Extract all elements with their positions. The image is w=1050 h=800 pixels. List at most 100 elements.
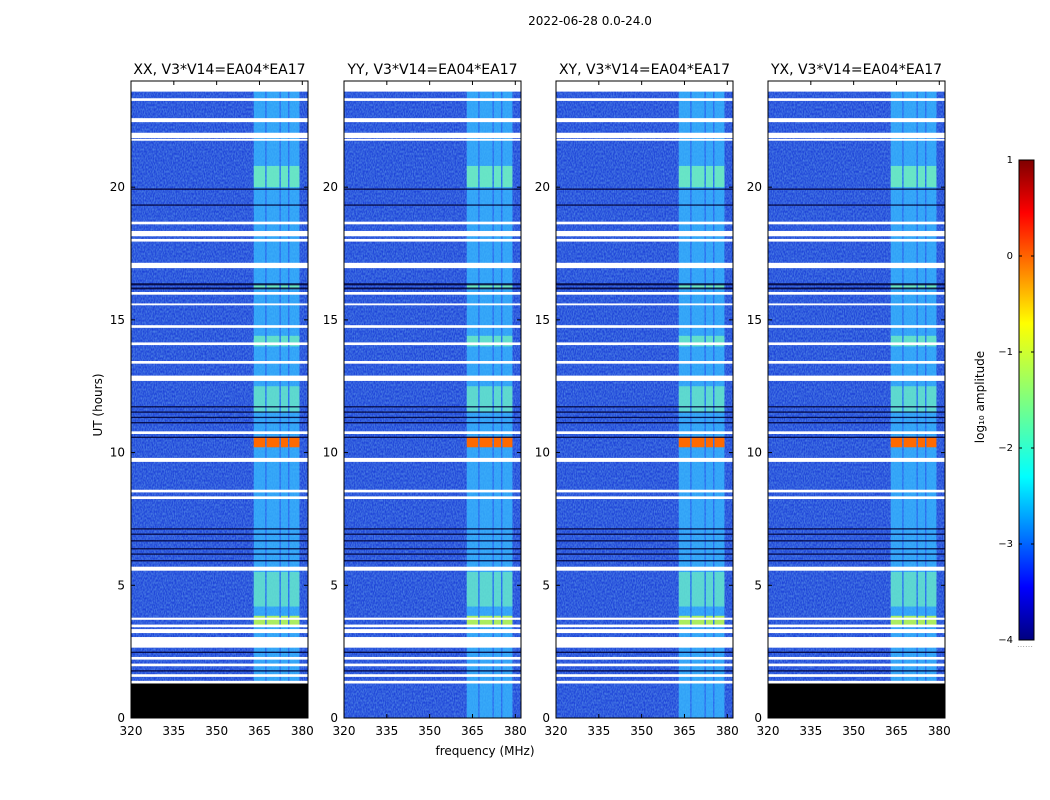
dark-row bbox=[768, 188, 945, 190]
colorbar-tick-label: 0 bbox=[1007, 251, 1013, 262]
flagged-row bbox=[768, 629, 945, 634]
rfi-burst bbox=[678, 165, 691, 188]
flagged-row bbox=[556, 489, 733, 493]
dark-row bbox=[344, 528, 521, 530]
dark-row bbox=[768, 406, 945, 408]
dark-row bbox=[131, 670, 308, 672]
rfi-burst bbox=[691, 386, 705, 413]
rfi-burst bbox=[493, 386, 502, 413]
dark-row bbox=[131, 553, 308, 555]
flagged-row bbox=[556, 342, 733, 346]
rfi-burst bbox=[502, 436, 513, 448]
rfi-burst bbox=[289, 615, 300, 626]
x-tick-label: 320 bbox=[757, 724, 780, 738]
dark-row bbox=[556, 287, 733, 290]
flagged-row bbox=[768, 138, 945, 141]
rfi-burst bbox=[493, 572, 502, 607]
panel-frame bbox=[767, 80, 946, 719]
flagged-row bbox=[131, 221, 308, 225]
rfi-burst bbox=[890, 615, 903, 626]
dark-row bbox=[768, 436, 945, 438]
rfi-burst bbox=[705, 572, 714, 607]
rfi-burst bbox=[280, 165, 289, 188]
dark-row bbox=[556, 528, 733, 530]
flagged-row bbox=[768, 118, 945, 123]
dark-row bbox=[556, 406, 733, 408]
flagged-row bbox=[556, 138, 733, 141]
flagged-row bbox=[344, 262, 521, 269]
flagged-row bbox=[344, 674, 521, 677]
dark-row bbox=[768, 560, 945, 562]
dark-row bbox=[131, 422, 308, 424]
rfi-burst bbox=[502, 615, 513, 626]
rfi-burst bbox=[280, 386, 289, 413]
rfi-burst bbox=[691, 335, 705, 347]
y-tick-label: 5 bbox=[542, 578, 550, 592]
rfi-burst bbox=[289, 284, 300, 290]
top-blank bbox=[556, 81, 733, 92]
dark-row bbox=[131, 533, 308, 535]
x-tick-label: 350 bbox=[630, 724, 653, 738]
dark-row bbox=[131, 406, 308, 408]
flagged-row bbox=[344, 680, 521, 684]
flagged-row bbox=[556, 98, 733, 101]
flagged-row bbox=[768, 98, 945, 101]
flagged-row bbox=[768, 457, 945, 462]
flagged-row bbox=[768, 375, 945, 381]
dark-row bbox=[556, 670, 733, 672]
flagged-row bbox=[556, 238, 733, 242]
flagged-row bbox=[344, 617, 521, 620]
spectrum-panel: XY, V3*V14=EA04*EA17 320 335 350 365 380 0 5 10 1… bbox=[535, 62, 739, 738]
flagged-row bbox=[556, 118, 733, 123]
y-tick-label: 0 bbox=[117, 711, 125, 725]
flagged-row bbox=[556, 221, 733, 225]
rfi-burst bbox=[466, 165, 479, 188]
rfi-burst bbox=[714, 572, 725, 607]
x-axis-label: frequency (MHz) bbox=[435, 744, 535, 758]
rfi-burst bbox=[691, 284, 705, 290]
rfi-burst bbox=[253, 335, 266, 347]
rfi-burst bbox=[289, 165, 300, 188]
flagged-row bbox=[344, 342, 521, 346]
top-blank bbox=[344, 81, 521, 92]
flagged-row bbox=[344, 98, 521, 101]
x-tick-label: 380 bbox=[291, 724, 314, 738]
dark-row bbox=[556, 436, 733, 438]
flagged-row bbox=[556, 680, 733, 684]
dark-row bbox=[131, 411, 308, 413]
dark-row bbox=[556, 204, 733, 206]
rfi-burst bbox=[890, 436, 903, 448]
rfi-burst bbox=[678, 284, 691, 290]
panel-frame bbox=[130, 80, 309, 719]
flagged-row bbox=[768, 361, 945, 364]
dark-row bbox=[344, 287, 521, 290]
y-tick-label: 15 bbox=[323, 313, 338, 327]
dark-row bbox=[768, 533, 945, 535]
y-tick-label: 10 bbox=[110, 446, 125, 460]
colorbar-tick-label: −2 bbox=[998, 443, 1013, 454]
dark-row bbox=[556, 416, 733, 419]
panel-frame bbox=[555, 80, 734, 719]
flagged-row bbox=[768, 292, 945, 295]
no-data-block bbox=[768, 683, 945, 718]
flagged-row bbox=[131, 629, 308, 634]
dark-row bbox=[768, 651, 945, 653]
flagged-row bbox=[768, 656, 945, 660]
flagged-row bbox=[131, 132, 308, 139]
flagged-row bbox=[768, 262, 945, 269]
rfi-burst bbox=[678, 572, 691, 607]
flagged-row bbox=[556, 663, 733, 667]
rfi-burst bbox=[466, 615, 479, 626]
rfi-burst bbox=[479, 436, 493, 448]
rfi-burst bbox=[714, 335, 725, 347]
flagged-row bbox=[131, 118, 308, 123]
rfi-burst bbox=[466, 335, 479, 347]
flagged-row bbox=[131, 98, 308, 101]
rfi-burst bbox=[479, 165, 493, 188]
rfi-burst bbox=[714, 386, 725, 413]
x-tick-label: 335 bbox=[587, 724, 610, 738]
rfi-burst bbox=[493, 615, 502, 626]
rfi-burst bbox=[917, 335, 926, 347]
rfi-burst bbox=[502, 572, 513, 607]
x-tick-label: 350 bbox=[205, 724, 228, 738]
